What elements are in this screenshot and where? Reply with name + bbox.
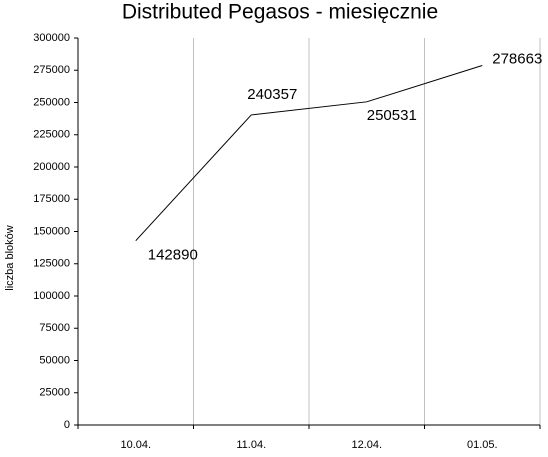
y-tick-label: 275000 bbox=[33, 64, 70, 76]
y-tick-label: 50000 bbox=[39, 354, 70, 366]
y-tick-label: 250000 bbox=[33, 96, 70, 108]
y-tick-label: 75000 bbox=[39, 322, 70, 334]
data-label: 142890 bbox=[148, 247, 198, 264]
data-line bbox=[135, 65, 483, 242]
chart-title: Distributed Pegasos - miesięcznie bbox=[122, 1, 438, 24]
y-tick-label: 300000 bbox=[33, 32, 70, 44]
x-tick-label: 11.04. bbox=[236, 439, 266, 451]
x-tick-label: 01.05. bbox=[467, 439, 498, 451]
data-label: 250531 bbox=[367, 107, 417, 124]
y-tick-label: 175000 bbox=[33, 193, 70, 205]
data-label: 278663 bbox=[492, 50, 542, 67]
y-tick-label: 0 bbox=[64, 419, 70, 431]
y-tick-label: 150000 bbox=[33, 225, 70, 237]
y-tick-label: 100000 bbox=[33, 290, 70, 302]
y-tick-label: 200000 bbox=[33, 161, 70, 173]
y-tick-label: 225000 bbox=[33, 129, 70, 141]
y-tick-label: 25000 bbox=[39, 387, 70, 399]
x-tick-label: 12.04. bbox=[351, 439, 382, 451]
data-label: 240357 bbox=[247, 86, 297, 103]
y-tick-label: 125000 bbox=[33, 258, 70, 270]
x-tick-label: 10.04. bbox=[120, 439, 151, 451]
y-axis-label: liczba bloków bbox=[4, 225, 16, 290]
